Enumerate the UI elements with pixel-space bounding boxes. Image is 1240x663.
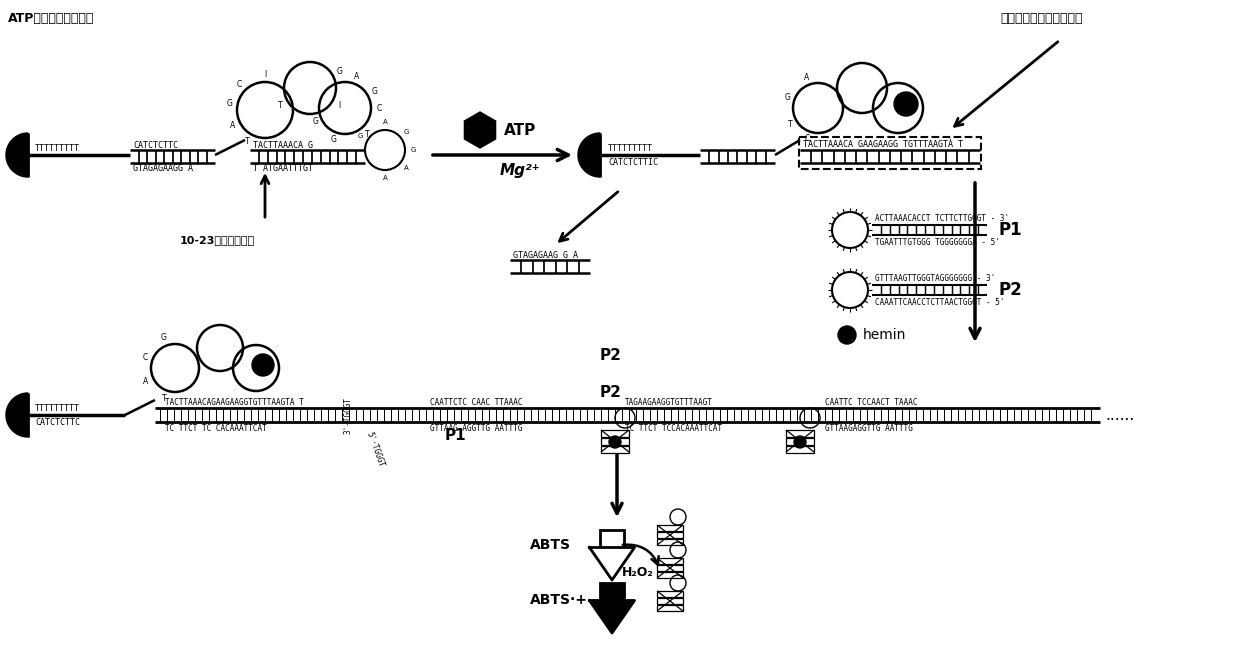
Text: G: G: [358, 133, 363, 139]
Text: T: T: [787, 119, 792, 129]
Circle shape: [794, 436, 806, 448]
Text: TC TTCT TCCACAAATTCAT: TC TTCT TCCACAAATTCAT: [625, 424, 722, 432]
Text: G: G: [161, 333, 167, 342]
Text: TTTTTTTTT: TTTTTTTTT: [35, 404, 81, 412]
Text: P1: P1: [445, 428, 466, 442]
Text: C: C: [143, 353, 148, 361]
Polygon shape: [589, 601, 635, 633]
Text: G: G: [227, 99, 232, 108]
Polygon shape: [578, 133, 600, 177]
Bar: [600, 583, 625, 601]
Text: ABTS: ABTS: [529, 538, 570, 552]
Text: TC TTCT TC CACAAATTCAT: TC TTCT TC CACAAATTCAT: [165, 424, 267, 432]
Bar: [657, 525, 683, 531]
Text: A: A: [383, 119, 387, 125]
Text: T: T: [161, 394, 166, 402]
Text: TAGAAGAAGGTGTTTAAGT: TAGAAGAAGGTGTTTAAGT: [625, 398, 713, 406]
Text: ABTS·+: ABTS·+: [529, 593, 588, 607]
Bar: [657, 591, 683, 597]
Text: T: T: [278, 101, 283, 109]
Polygon shape: [6, 133, 29, 177]
Text: P2: P2: [600, 347, 622, 363]
Bar: [657, 532, 683, 538]
Polygon shape: [6, 393, 29, 437]
Text: GTTAAG AGGTTG AATTTG: GTTAAG AGGTTG AATTTG: [430, 424, 522, 432]
Bar: [600, 530, 625, 548]
Text: CAATTC TCCAACT TAAAC: CAATTC TCCAACT TAAAC: [825, 398, 918, 406]
Text: C: C: [237, 80, 242, 89]
Polygon shape: [589, 548, 635, 580]
Text: C: C: [805, 133, 810, 143]
Text: ......: ......: [1105, 408, 1135, 422]
Text: hemin: hemin: [863, 328, 906, 342]
Text: I: I: [264, 70, 267, 78]
Bar: [657, 558, 683, 564]
Bar: [601, 430, 629, 437]
Text: T: T: [244, 137, 249, 146]
Text: TACTTAAACAGAAGAAGGTGTTTAAGTA T: TACTTAAACAGAAGAAGGTGTTTAAGTA T: [165, 398, 304, 406]
Bar: [657, 605, 683, 611]
Text: A: A: [404, 165, 409, 171]
Circle shape: [609, 436, 621, 448]
Text: CAATTCTC CAAC TTAAAC: CAATTCTC CAAC TTAAAC: [430, 398, 522, 406]
Text: TTTTTTTTT: TTTTTTTTT: [35, 143, 81, 152]
Text: I: I: [339, 101, 341, 109]
Bar: [657, 539, 683, 545]
Text: P2: P2: [999, 281, 1023, 299]
Text: A: A: [805, 74, 810, 82]
Text: A: A: [229, 121, 236, 130]
Text: H₂O₂: H₂O₂: [622, 566, 653, 579]
Bar: [786, 446, 813, 453]
Text: C: C: [377, 103, 382, 113]
Text: TACTTAAACA GAAGAAGG TGTTTAAGTÀ T: TACTTAAACA GAAGAAGG TGTTTAAGTÀ T: [804, 139, 963, 149]
Text: A: A: [383, 175, 387, 181]
Bar: [657, 565, 683, 571]
Text: TACTTAAACA G: TACTTAAACA G: [253, 141, 312, 149]
Text: A: A: [353, 72, 360, 80]
Text: G: G: [312, 117, 319, 126]
Circle shape: [252, 354, 274, 376]
Text: ATP核酸适体核酶探针: ATP核酸适体核酶探针: [7, 11, 94, 25]
Text: P1: P1: [999, 221, 1023, 239]
Circle shape: [838, 326, 856, 344]
Bar: [601, 438, 629, 445]
Text: ACTTAAACACCT TCTTCTTGGGT - 3': ACTTAAACACCT TCTTCTTGGGT - 3': [875, 213, 1009, 223]
Bar: [786, 430, 813, 437]
Text: CATCTCTTC: CATCTCTTC: [133, 141, 179, 149]
Text: 10-23核酶切割位点: 10-23核酶切割位点: [180, 235, 255, 245]
Text: G: G: [336, 66, 342, 76]
Text: CATCTCTTIC: CATCTCTTIC: [608, 158, 658, 166]
Text: GTTAAGAGGTTG AATTTG: GTTAAGAGGTTG AATTTG: [825, 424, 913, 432]
Circle shape: [894, 92, 918, 116]
Text: A: A: [144, 377, 149, 386]
Text: GTAGAGAAGG A: GTAGAGAAGG A: [133, 164, 193, 172]
Text: CATCTCTTC: CATCTCTTC: [35, 418, 81, 426]
Text: TGAATTTGTGGG TGGGGGGGA - 5': TGAATTTGTGGG TGGGGGGGA - 5': [875, 237, 999, 247]
Text: T: T: [365, 129, 370, 139]
Text: CAAATTCAACCTCTTAACTGGGT - 5': CAAATTCAACCTCTTAACTGGGT - 5': [875, 298, 1004, 306]
Text: G: G: [785, 93, 791, 101]
Text: 5'·TGGGT: 5'·TGGGT: [365, 431, 386, 469]
Text: 3'-TGGGT: 3'-TGGGT: [343, 396, 352, 434]
Text: Mg²⁺: Mg²⁺: [500, 162, 541, 178]
Text: ATP: ATP: [503, 123, 536, 137]
Text: GTAGAGAAG G A: GTAGAGAAG G A: [513, 251, 578, 259]
Bar: [657, 598, 683, 604]
Polygon shape: [465, 112, 496, 148]
Text: G: G: [330, 135, 336, 145]
Text: TTTTTTTTT: TTTTTTTTT: [608, 143, 653, 152]
Bar: [786, 438, 813, 445]
Text: 杂交链式反应的引发序列: 杂交链式反应的引发序列: [999, 11, 1083, 25]
Text: T ATGAATTTGT: T ATGAATTTGT: [253, 164, 312, 172]
Text: G: G: [404, 129, 409, 135]
Text: GTTTAAGTTGGGTAGGGGGGG - 3': GTTTAAGTTGGGTAGGGGGGG - 3': [875, 274, 996, 282]
Bar: [601, 446, 629, 453]
Bar: [657, 572, 683, 578]
Text: G: G: [410, 147, 415, 153]
Text: P2: P2: [600, 385, 622, 400]
Text: G: G: [372, 86, 377, 95]
